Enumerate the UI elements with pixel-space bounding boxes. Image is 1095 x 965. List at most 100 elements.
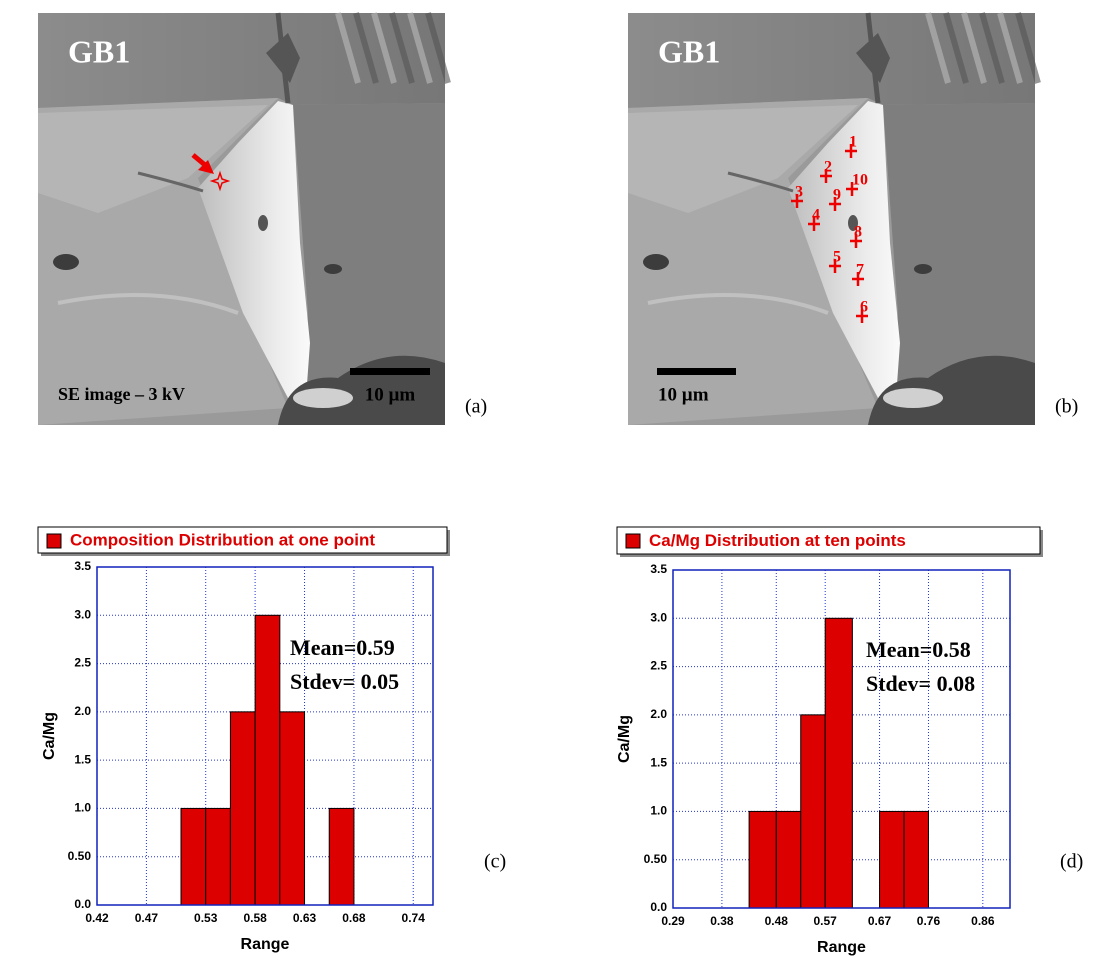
point-marker <box>829 259 841 273</box>
point-marker <box>850 234 862 248</box>
pit <box>53 254 79 270</box>
point-label: 4 <box>812 207 820 224</box>
x-tick-label: 0.76 <box>917 914 941 928</box>
bar <box>903 810 929 909</box>
streak <box>943 12 969 84</box>
point-label: 10 <box>852 172 868 189</box>
bright-wedge <box>198 101 310 398</box>
y-tick-label: 0.0 <box>74 897 91 911</box>
x-tick-label: 0.29 <box>661 914 685 928</box>
streak <box>961 12 987 84</box>
y-tick-label: 0.50 <box>644 852 668 866</box>
streak <box>979 12 1005 84</box>
image-caption: SE image – 3 kV <box>58 384 185 404</box>
grain-boundary <box>137 171 204 193</box>
point-label: 9 <box>833 187 841 204</box>
bar <box>824 617 853 909</box>
x-axis-label: Range <box>241 936 290 953</box>
y-tick-label: 0.0 <box>650 900 667 914</box>
pit <box>324 264 342 274</box>
streak <box>425 12 451 84</box>
plot-frame <box>96 566 434 906</box>
y-tick-label: 2.5 <box>650 659 667 673</box>
point-marker <box>829 197 841 211</box>
scale-bar-label: 10 µm <box>365 384 416 405</box>
bar <box>775 810 802 909</box>
x-tick-label: 0.74 <box>402 911 426 925</box>
sem-image <box>38 12 451 425</box>
y-tick-label: 3.5 <box>74 559 91 573</box>
bar <box>279 711 306 906</box>
y-axis-label: Ca/Mg <box>616 715 633 763</box>
bar <box>254 614 281 906</box>
x-tick-label: 0.86 <box>971 914 995 928</box>
pit <box>643 254 669 270</box>
arrow-head <box>198 160 214 174</box>
bar <box>205 807 231 906</box>
point-label: 6 <box>860 299 868 316</box>
plot-frame <box>672 569 1011 909</box>
grain-left-light <box>628 105 858 213</box>
y-tick-label: 2.0 <box>650 707 667 721</box>
y-tick-label: 2.5 <box>74 656 91 670</box>
grain-right <box>293 103 445 425</box>
bar <box>800 714 826 909</box>
y-axis-label: Ca/Mg <box>41 712 58 760</box>
annotation: Mean=0.59 <box>290 635 395 660</box>
streak <box>353 12 379 84</box>
bar <box>879 810 905 909</box>
point-marker <box>808 217 820 231</box>
y-tick-label: 1.5 <box>650 755 667 769</box>
point-marker <box>209 170 231 192</box>
scale-bar-label: 10 µm <box>658 384 709 405</box>
streak <box>389 12 415 84</box>
legend-box <box>37 526 448 554</box>
point-marker <box>852 272 864 286</box>
streak <box>1015 12 1041 84</box>
y-tick-label: 3.5 <box>650 562 667 576</box>
x-axis-label: Range <box>817 939 866 956</box>
y-tick-label: 3.0 <box>74 607 91 621</box>
panel-label: (c) <box>484 851 506 873</box>
bar <box>229 711 256 906</box>
x-tick-label: 0.38 <box>710 914 734 928</box>
x-tick-label: 0.68 <box>342 911 366 925</box>
y-tick-label: 0.50 <box>68 849 92 863</box>
y-tick-label: 1.0 <box>74 801 91 815</box>
point-label: 5 <box>833 249 841 266</box>
point-label: 7 <box>856 262 864 279</box>
triple-point <box>856 33 890 83</box>
panel-label: (b) <box>1055 396 1078 418</box>
legend-label: Ca/Mg Distribution at ten points <box>649 531 906 550</box>
point-marker <box>791 194 803 208</box>
streak <box>335 12 361 84</box>
pit <box>914 264 932 274</box>
bar <box>748 810 777 909</box>
scratch <box>647 293 829 315</box>
image-title: GB1 <box>658 33 720 69</box>
streak <box>371 12 397 84</box>
pit <box>848 215 858 231</box>
streak <box>925 12 951 84</box>
point-label: 1 <box>849 134 857 151</box>
panel-label: (d) <box>1060 851 1083 873</box>
bar <box>180 807 207 906</box>
arrow <box>191 153 207 167</box>
y-tick-label: 1.5 <box>74 752 91 766</box>
x-tick-label: 0.63 <box>293 911 317 925</box>
x-tick-label: 0.58 <box>243 911 267 925</box>
sem-image <box>628 12 1041 425</box>
legend-box <box>616 526 1041 555</box>
grain-boundary <box>727 171 794 193</box>
x-tick-label: 0.47 <box>135 911 159 925</box>
panel-label: (a) <box>465 396 487 418</box>
grain-right <box>883 103 1035 425</box>
particle-highlight <box>883 388 943 408</box>
bar <box>328 807 355 906</box>
image-title: GB1 <box>68 33 130 69</box>
point-label: 2 <box>824 159 832 176</box>
pit <box>258 215 268 231</box>
y-tick-label: 1.0 <box>650 804 667 818</box>
point-marker <box>846 182 858 196</box>
